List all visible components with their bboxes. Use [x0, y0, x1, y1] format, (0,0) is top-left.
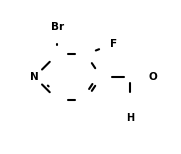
Text: F: F — [110, 39, 117, 49]
Text: H: H — [126, 113, 134, 123]
Text: Br: Br — [51, 22, 64, 32]
Text: N: N — [30, 72, 39, 82]
Text: O: O — [148, 72, 157, 82]
